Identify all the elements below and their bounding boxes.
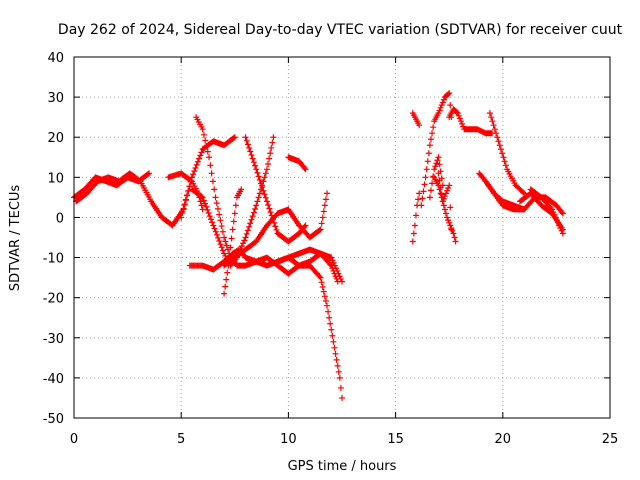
y-tick-label: -20 [43,292,64,307]
series-track-k [221,190,330,269]
series-track-j [285,154,309,173]
y-tick-label: 10 [47,171,64,186]
y-tick-label: 20 [47,131,64,146]
y-tick-label: 0 [56,211,64,226]
x-axis-label: GPS time / hours [288,459,397,474]
series-track-h [221,186,245,297]
series-markers [285,154,309,173]
plot-frame [73,56,611,419]
y-tick-label: 40 [47,51,64,66]
x-tick-label: 20 [495,432,512,447]
series-markers [73,170,195,229]
y-tick-label: -40 [43,372,64,387]
series-markers [409,190,423,245]
series-track-r [446,106,496,137]
series-track-t [486,110,528,197]
y-tick-label: -30 [43,332,64,347]
series-track-b [73,170,195,229]
series-markers [221,186,245,297]
y-tick-label: -10 [43,252,64,267]
series-markers [446,106,496,137]
y-tick-label: -50 [43,412,64,427]
series-markers [527,186,566,237]
series-track-l [274,246,345,285]
series-track-o [418,90,455,209]
series-track-x [527,186,566,237]
series-markers [486,110,528,197]
series-markers [482,178,528,213]
series-markers [418,90,455,209]
series-markers [426,154,446,201]
y-axis-label: SDTVAR / TECUs [8,185,23,292]
x-tick-label: 25 [602,432,619,447]
y-tick-label: 30 [47,91,64,106]
series-markers [409,110,423,129]
x-tick-label: 0 [70,432,78,447]
x-tick-label: 10 [280,432,297,447]
series-track-e [178,134,238,221]
series-markers [431,174,459,245]
series-track-s [431,174,459,245]
series-track-p [426,154,446,201]
series-markers [274,246,345,285]
series-track-m [409,190,423,245]
axis-ticks: 0 5 10 15 20 25 -50 -40 -30 -20 -10 0 10 20 30 40 [43,51,619,447]
chart-title: Day 262 of 2024, Sidereal Day-to-day VTE… [58,22,623,38]
x-tick-label: 15 [387,432,404,447]
series-markers [221,190,330,269]
x-tick-label: 5 [177,432,185,447]
series-track-v [482,178,528,213]
data-markers [71,90,566,401]
series-markers [178,134,238,221]
series-track-n [409,110,423,129]
